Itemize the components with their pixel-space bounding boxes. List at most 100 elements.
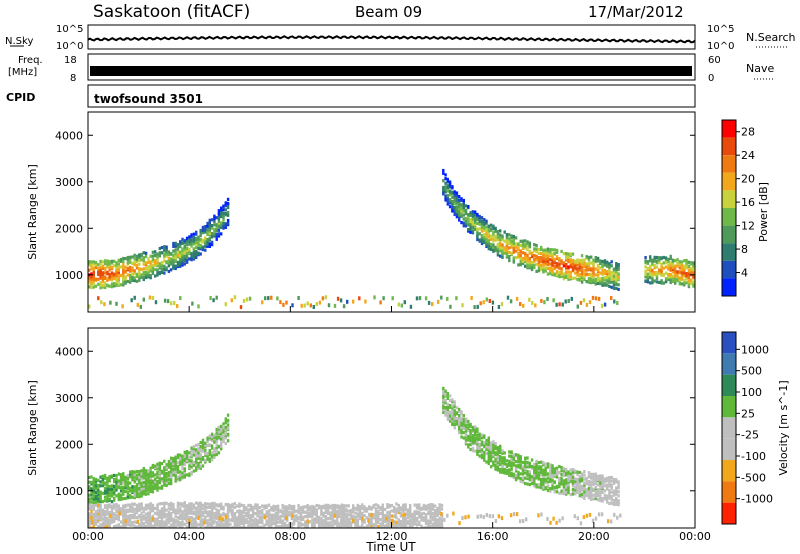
echo-cell	[431, 507, 435, 511]
echo-cell	[240, 510, 243, 514]
echo-cell	[245, 508, 248, 512]
echo-cell	[517, 470, 520, 474]
echo-cell	[514, 256, 518, 260]
echo-cell	[418, 529, 420, 532]
echo-cell	[464, 208, 468, 212]
echo-cell	[174, 470, 177, 474]
echo-cell	[117, 497, 120, 502]
colorbar-tick-label: 25	[741, 407, 755, 420]
echo-cell	[222, 511, 225, 515]
echo-cell	[349, 520, 352, 525]
echo-cell	[206, 223, 209, 228]
echo-cell	[610, 501, 613, 505]
echo-cell	[509, 299, 513, 304]
echo-cell	[411, 520, 414, 524]
echo-cell	[140, 520, 143, 524]
echo-cell	[680, 268, 684, 272]
echo-cell	[124, 281, 127, 285]
echo-cell	[464, 431, 468, 435]
echo-cell	[279, 518, 282, 522]
echo-cell	[533, 467, 536, 471]
echo-cell	[537, 266, 541, 270]
echo-cell	[616, 515, 619, 520]
echo-cell	[603, 484, 607, 488]
echo-cell	[302, 515, 305, 519]
echo-cell	[649, 269, 652, 273]
echo-cell	[124, 279, 127, 283]
echo-cell	[606, 486, 609, 490]
echo-cell	[224, 212, 227, 216]
echo-cell	[204, 509, 207, 513]
echo-cell	[521, 476, 525, 480]
echo-cell	[142, 488, 145, 492]
echo-cell	[129, 505, 132, 509]
echo-cell	[590, 486, 593, 490]
echo-cell	[565, 483, 568, 487]
echo-cell	[580, 273, 584, 277]
echo-cell	[590, 255, 593, 259]
echo-cell	[537, 269, 541, 273]
echo-cell	[147, 486, 150, 490]
echo-cell	[411, 528, 413, 531]
echo-cell	[551, 481, 554, 485]
echo-cell	[261, 525, 264, 528]
echo-cell	[299, 508, 303, 512]
echo-cell	[122, 265, 125, 270]
echo-cell	[542, 485, 545, 490]
echo-cell	[197, 461, 200, 465]
echo-cell	[138, 472, 141, 477]
echo-cell	[264, 296, 267, 301]
echo-cell	[669, 254, 672, 258]
echo-cell	[446, 188, 449, 192]
echo-cell	[329, 523, 332, 528]
echo-cell	[192, 236, 196, 240]
echo-cell	[480, 222, 484, 226]
echo-cell	[311, 518, 314, 522]
echo-cell	[413, 512, 416, 516]
echo-cell	[383, 507, 387, 512]
echo-cell	[615, 267, 618, 271]
echo-cell	[519, 466, 522, 470]
echo-cell	[245, 519, 249, 524]
echo-cell	[92, 278, 95, 282]
echo-cell	[99, 265, 102, 270]
echo-cell	[119, 512, 123, 516]
echo-cell	[374, 518, 378, 523]
echo-cell	[491, 300, 495, 305]
echo-cell	[603, 283, 607, 287]
echo-cell	[126, 487, 130, 491]
echo-cell	[336, 529, 338, 532]
echo-cell	[110, 484, 114, 488]
echo-cell	[383, 514, 387, 518]
echo-cell	[290, 516, 293, 520]
echo-cell	[427, 523, 430, 527]
echo-cell	[478, 232, 481, 236]
echo-cell	[169, 482, 173, 486]
echo-cell	[599, 277, 602, 281]
echo-cell	[220, 206, 223, 210]
echo-cell	[206, 521, 209, 525]
echo-cell	[130, 298, 133, 303]
echo-cell	[365, 507, 369, 511]
echo-cell	[496, 244, 500, 248]
echo-cell	[288, 504, 291, 508]
echo-cell	[455, 421, 459, 425]
echo-cell	[208, 220, 211, 224]
echo-cell	[393, 525, 396, 528]
echo-cell	[692, 271, 695, 275]
echo-cell	[590, 494, 593, 498]
echo-cell	[270, 518, 273, 522]
echo-cell	[448, 405, 452, 409]
nsearch-tick-bottom: 10^0	[707, 41, 734, 52]
echo-cell	[240, 519, 243, 523]
echo-cell	[163, 511, 166, 515]
echo-cell	[217, 526, 221, 528]
echo-cell	[599, 493, 602, 497]
echo-cell	[204, 526, 207, 528]
echo-cell	[217, 228, 221, 232]
echo-cell	[653, 259, 656, 263]
echo-cell	[553, 469, 556, 473]
echo-cell	[224, 419, 227, 423]
echo-cell	[124, 515, 127, 519]
